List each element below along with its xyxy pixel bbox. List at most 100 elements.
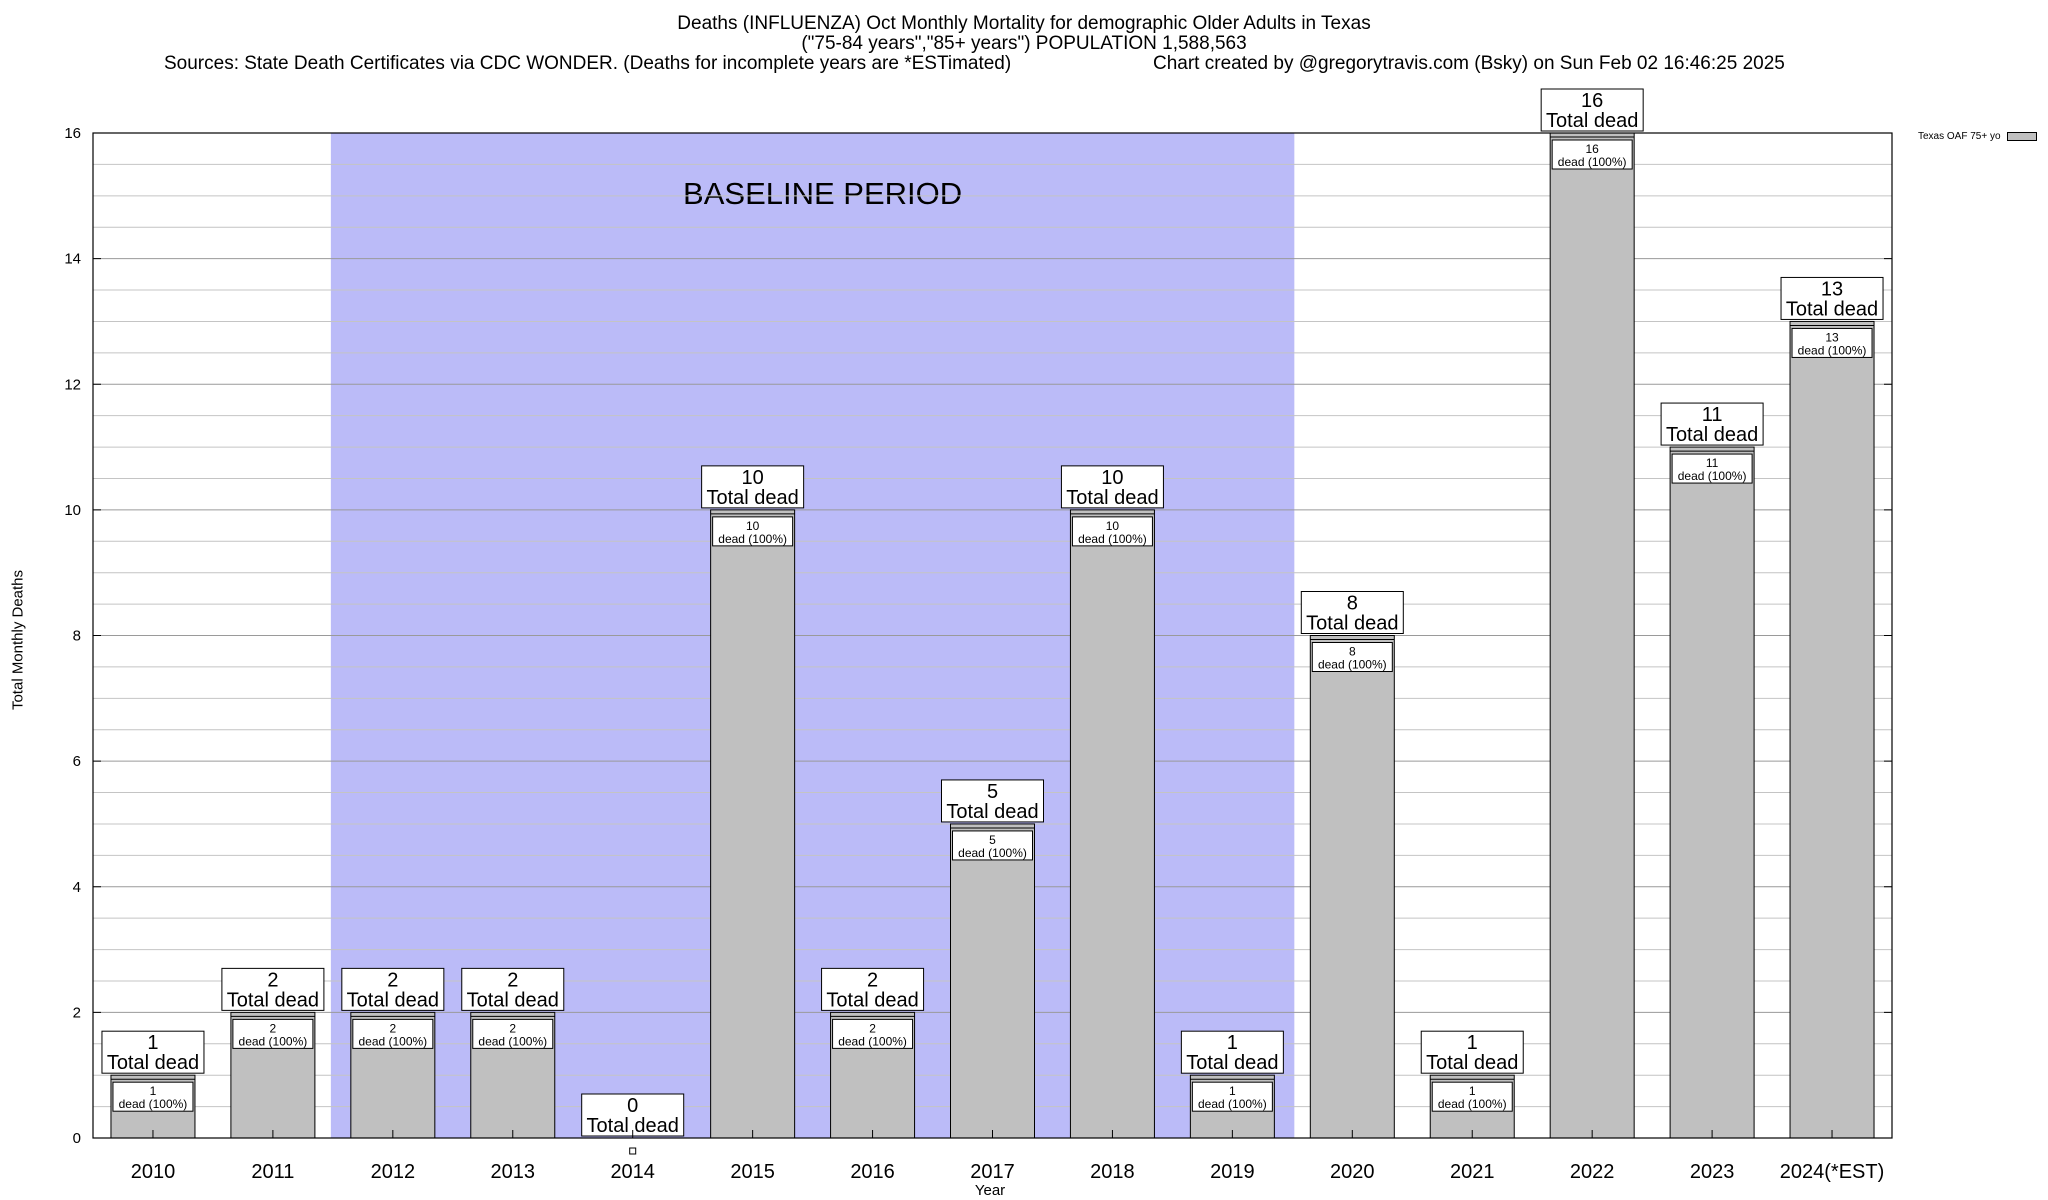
bar bbox=[1789, 320, 1875, 1139]
y-axis-label-wrap: Total Monthly Deaths bbox=[6, 560, 30, 720]
bar-inner-label: dead (100%) bbox=[838, 1034, 907, 1048]
total-label-box bbox=[1420, 1030, 1524, 1074]
total-label-text: Total dead bbox=[467, 989, 559, 1011]
x-tick-label: 2017 bbox=[970, 1161, 1015, 1183]
bar-inner-value: 10 bbox=[1106, 519, 1120, 533]
bar bbox=[1309, 635, 1395, 1139]
bar-inner-box bbox=[352, 1018, 434, 1049]
total-label-text: Total dead bbox=[826, 989, 918, 1011]
bar-inner-label: dead (100%) bbox=[1558, 155, 1627, 169]
total-label-value: 11 bbox=[1702, 404, 1723, 426]
x-tick-label: 2022 bbox=[1570, 1161, 1615, 1183]
bar-inner-value: 13 bbox=[1825, 330, 1839, 344]
y-tick-label: 16 bbox=[64, 125, 81, 142]
total-label-box bbox=[221, 967, 325, 1011]
y-tick-label: 6 bbox=[73, 753, 81, 770]
bar bbox=[710, 509, 796, 1139]
bar-inner-label: dead (100%) bbox=[119, 1097, 188, 1111]
total-label-text: Total dead bbox=[1546, 110, 1638, 132]
bar bbox=[950, 823, 1035, 1139]
bar-inner-box bbox=[952, 830, 1033, 861]
bar-inner-value: 16 bbox=[1585, 142, 1599, 156]
bar-inner-value: 2 bbox=[270, 1021, 277, 1035]
y-tick-label: 0 bbox=[73, 1130, 81, 1147]
bar-inner-box bbox=[472, 1018, 554, 1049]
bar-inner-label: dead (100%) bbox=[239, 1034, 308, 1048]
x-tick-label: 2014 bbox=[610, 1161, 655, 1183]
baseline-label: BASELINE PERIOD bbox=[683, 176, 962, 211]
total-label-box bbox=[821, 967, 925, 1011]
total-label-value: 1 bbox=[1227, 1032, 1238, 1054]
x-tick-label: 2011 bbox=[251, 1161, 294, 1183]
bar-inner-value: 2 bbox=[389, 1021, 396, 1035]
chart-title: Deaths (INFLUENZA) Oct Monthly Mortality… bbox=[677, 13, 1371, 34]
bar-inner-box bbox=[1071, 516, 1153, 547]
bar-inner-value: 1 bbox=[1229, 1084, 1236, 1098]
total-label-box bbox=[1660, 402, 1764, 446]
total-label-text: Total dead bbox=[587, 1115, 679, 1137]
legend: Texas OAF 75+ yo bbox=[1918, 131, 2037, 142]
bar-inner-box bbox=[1431, 1081, 1513, 1112]
total-label-text: Total dead bbox=[347, 989, 439, 1011]
legend-swatch bbox=[2006, 132, 2037, 141]
x-tick-label: 2016 bbox=[850, 1161, 895, 1183]
bar-inner-box bbox=[1791, 327, 1873, 358]
chart-credit: Chart created by @gregorytravis.com (Bsk… bbox=[1153, 53, 1785, 74]
bar-inner-label: dead (100%) bbox=[1198, 1097, 1267, 1111]
total-label-value: 2 bbox=[387, 969, 398, 991]
total-label-text: Total dead bbox=[706, 487, 798, 509]
y-axis-label: Total Monthly Deaths bbox=[9, 569, 27, 711]
bar-inner-box bbox=[1191, 1081, 1273, 1112]
bar bbox=[1669, 446, 1755, 1139]
y-tick-label: 4 bbox=[73, 879, 81, 896]
bar-inner-box bbox=[832, 1018, 914, 1049]
bar-inner-value: 1 bbox=[150, 1084, 157, 1098]
total-label-text: Total dead bbox=[946, 801, 1038, 823]
total-label-text: Total dead bbox=[1306, 613, 1398, 635]
total-label-box bbox=[101, 1030, 205, 1074]
y-tick-label: 12 bbox=[64, 376, 81, 393]
total-label-value: 10 bbox=[1101, 467, 1123, 489]
total-label-value: 1 bbox=[147, 1032, 158, 1054]
total-label-text: Total dead bbox=[107, 1052, 199, 1074]
bar-inner-box bbox=[232, 1018, 314, 1049]
x-tick-label: 2018 bbox=[1090, 1161, 1135, 1183]
legend-label: Texas OAF 75+ yo bbox=[1918, 131, 2001, 142]
y-tick-label: 10 bbox=[64, 502, 81, 519]
bar-inner-value: 8 bbox=[1349, 645, 1356, 659]
y-tick-label: 14 bbox=[64, 251, 81, 268]
total-label-value: 10 bbox=[742, 467, 764, 489]
x-tick-label: 2024(*EST) bbox=[1780, 1161, 1885, 1183]
total-label-value: 0 bbox=[627, 1095, 638, 1117]
bar-inner-box bbox=[1671, 453, 1753, 484]
bar-inner-label: dead (100%) bbox=[1078, 532, 1147, 546]
x-tick-label: 2021 bbox=[1450, 1161, 1495, 1183]
total-label-box bbox=[461, 967, 565, 1011]
x-axis-label: Year bbox=[974, 1182, 1006, 1199]
total-label-text: Total dead bbox=[1786, 298, 1878, 320]
total-label-box bbox=[941, 779, 1044, 823]
bar-inner-label: dead (100%) bbox=[1678, 469, 1747, 483]
bar-inner-label: dead (100%) bbox=[1798, 343, 1867, 357]
total-label-value: 16 bbox=[1581, 90, 1603, 112]
total-label-value: 2 bbox=[267, 969, 278, 991]
bar-inner-box bbox=[112, 1081, 194, 1112]
bar-inner-label: dead (100%) bbox=[1318, 658, 1387, 672]
bar-inner-box bbox=[712, 516, 794, 547]
total-label-text: Total dead bbox=[1426, 1052, 1518, 1074]
bar-inner-value: 2 bbox=[509, 1021, 516, 1035]
plot-frame bbox=[92, 132, 1893, 1139]
x-tick-label: 2019 bbox=[1210, 1161, 1255, 1183]
total-label-value: 2 bbox=[507, 969, 518, 991]
bar-inner-label: dead (100%) bbox=[1438, 1097, 1507, 1111]
total-label-box bbox=[701, 465, 805, 509]
x-tick-label: 2015 bbox=[730, 1161, 775, 1183]
x-tick-label: 2012 bbox=[371, 1161, 416, 1183]
total-label-box bbox=[1060, 465, 1164, 509]
x-tick-label: 2023 bbox=[1690, 1161, 1735, 1183]
total-label-text: Total dead bbox=[1186, 1052, 1278, 1074]
bar-inner-box bbox=[1311, 642, 1393, 672]
x-tick-label: 2013 bbox=[491, 1161, 536, 1183]
y-tick-label: 8 bbox=[73, 628, 81, 645]
